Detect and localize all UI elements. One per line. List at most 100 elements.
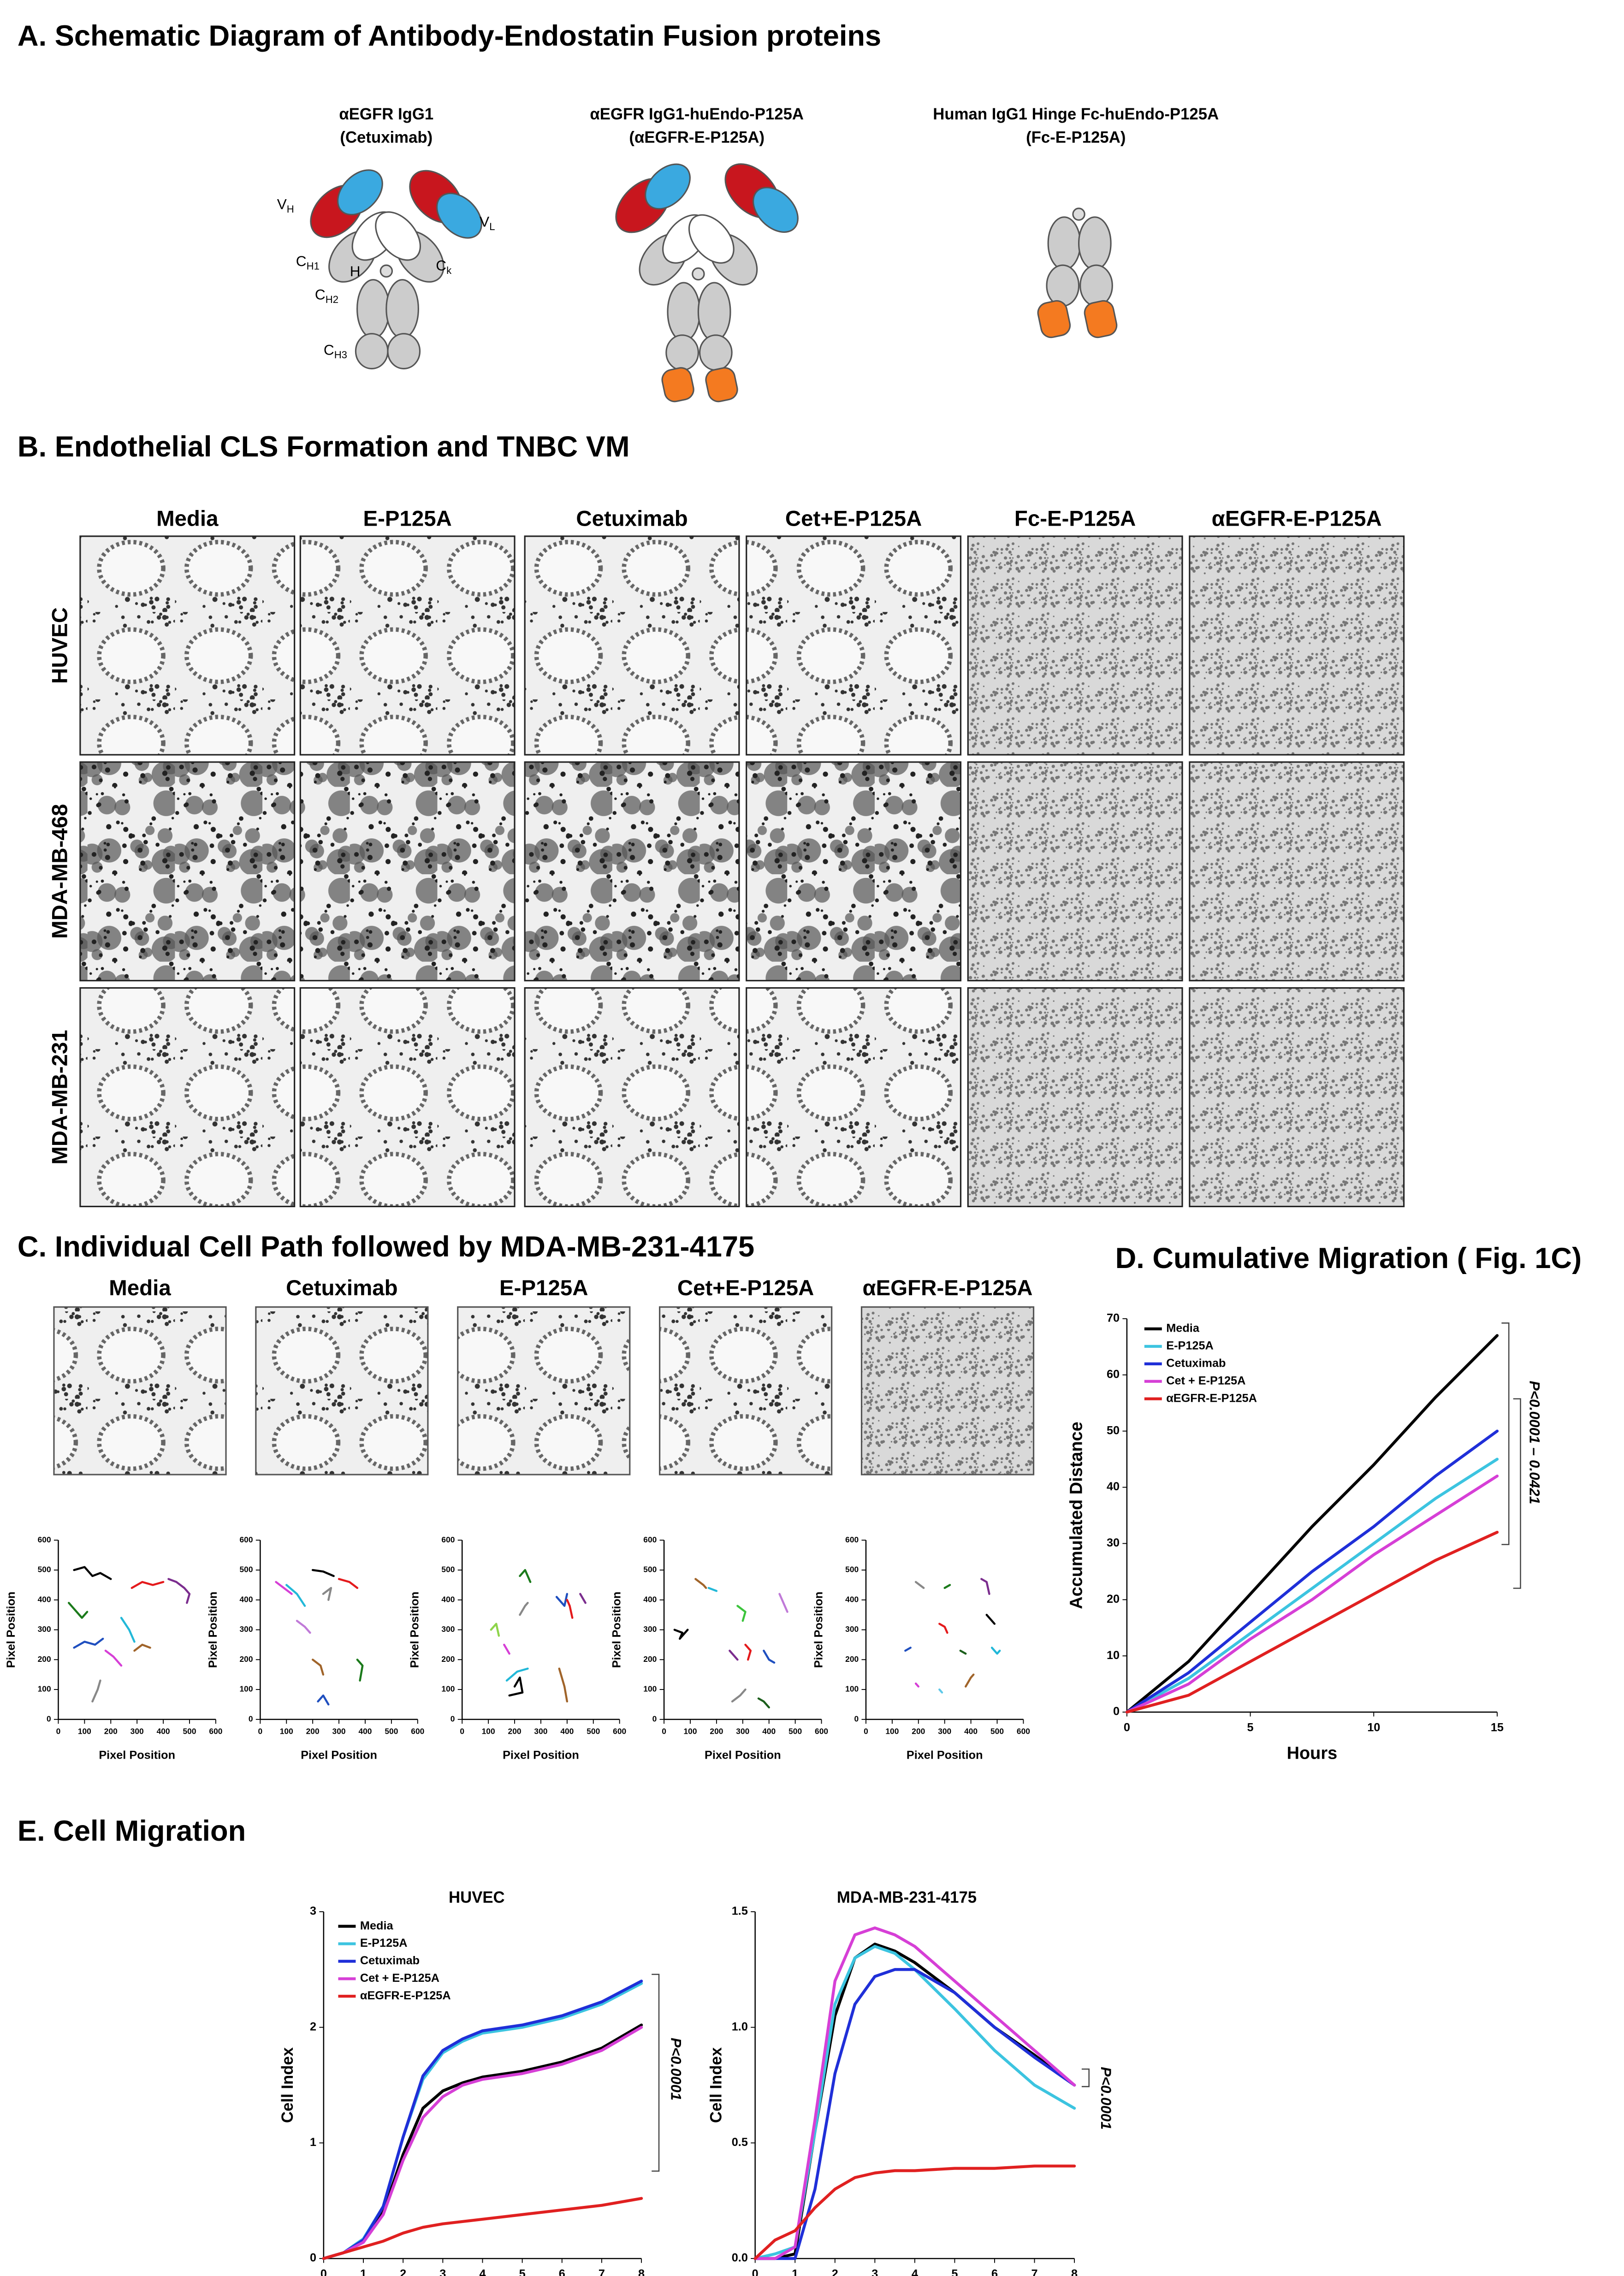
x-tick-label: 0 <box>752 2268 759 2276</box>
x-tick-label: 4 <box>912 2268 918 2276</box>
x-tick-label: 0 <box>320 2268 327 2276</box>
domain <box>1078 216 1112 271</box>
y-tick-label: 0 <box>652 1714 657 1723</box>
legend-label: E-P125A <box>1166 1340 1214 1352</box>
chart: 0 100 200 300 400 500 600 0 100 200 300 400 500 600 Pi… <box>812 1535 1030 1762</box>
x-tick-label: 0 <box>258 1726 263 1736</box>
micrograph <box>457 1306 631 1476</box>
series-line <box>322 1980 643 2260</box>
micrograph <box>79 987 296 1208</box>
x-tick-label: 7 <box>599 2268 605 2276</box>
panel-title: B. Endothelial CLS Formation and TNBC VM <box>18 431 630 463</box>
y-tick-label: 500 <box>240 1565 253 1574</box>
row-label: MDA-MB-231 <box>47 1030 72 1164</box>
series-line <box>490 1623 500 1637</box>
y-axis-label: Accumulated Distance <box>1067 1422 1086 1609</box>
series-line <box>731 1688 747 1703</box>
x-tick-label: 200 <box>104 1726 118 1736</box>
x-tick-label: 0 <box>864 1726 868 1736</box>
domain <box>645 163 691 210</box>
y-tick-label: 10 <box>1107 1649 1120 1662</box>
construct-label: αEGFR IgG1 <box>339 106 433 123</box>
y-tick-label: 50 <box>1107 1424 1120 1437</box>
chart: 0 100 200 300 400 500 600 0 100 200 300 400 500 600 Pi… <box>610 1535 828 1762</box>
y-tick-label: 0.0 <box>732 2252 748 2264</box>
micrograph <box>746 761 962 982</box>
legend-label: Cet + E-P125A <box>1166 1374 1245 1387</box>
series-line <box>73 1637 104 1649</box>
x-tick-label: 200 <box>912 1726 925 1736</box>
domain <box>667 282 701 342</box>
series-line <box>322 1587 332 1601</box>
series-line <box>579 1593 587 1604</box>
chart-title: MDA-MB-231-4175 <box>837 1889 977 1907</box>
y-tick-label: 0.5 <box>732 2136 748 2149</box>
panel-title: A. Schematic Diagram of Antibody-Endosta… <box>18 20 881 52</box>
micrograph <box>524 987 740 1208</box>
endostatin <box>705 367 738 403</box>
y-tick-label: 60 <box>1107 1368 1120 1381</box>
x-axis-label: Hours <box>1287 1744 1338 1763</box>
micrograph <box>659 1306 833 1476</box>
y-tick-label: 200 <box>845 1654 859 1664</box>
legend-label: E-P125A <box>360 1937 408 1950</box>
hinge <box>379 264 393 278</box>
chart: 0 100 200 300 400 500 600 0 100 200 300 400 500 600 Pi… <box>207 1535 424 1762</box>
domain <box>753 187 799 233</box>
micrograph <box>746 535 962 756</box>
y-tick-label: 20 <box>1107 1593 1120 1606</box>
series-line <box>707 1587 718 1592</box>
x-tick-label: 5 <box>1247 1721 1254 1734</box>
series-line <box>753 1926 1076 2260</box>
column-header: E-P125A <box>499 1276 588 1300</box>
domain-main: C <box>315 286 326 303</box>
domain <box>688 214 735 264</box>
y-axis-label: Pixel Position <box>812 1592 825 1668</box>
series-line <box>91 1679 101 1703</box>
x-tick-label: 3 <box>439 2268 446 2276</box>
micrograph <box>524 761 740 982</box>
y-tick-label: 0 <box>47 1714 51 1723</box>
series-line <box>938 1623 948 1634</box>
x-tick-label: 400 <box>560 1726 574 1736</box>
row-label: MDA-MB-468 <box>47 804 72 939</box>
micrograph <box>524 535 740 756</box>
y-axis-label: Cell Index <box>279 2047 296 2123</box>
x-tick-label: 300 <box>736 1726 749 1736</box>
x-tick-label: 200 <box>508 1726 522 1736</box>
series-line <box>322 1982 643 2260</box>
domain <box>1047 216 1081 271</box>
domain-sub: H <box>287 203 294 215</box>
domain-main: V <box>480 213 489 230</box>
series-line <box>1125 1530 1499 1714</box>
y-tick-label: 600 <box>845 1535 859 1544</box>
column-header: Cetuximab <box>576 507 688 531</box>
domain <box>337 169 383 216</box>
construct-label: (αEGFR-E-P125A) <box>629 129 765 146</box>
y-tick-label: 0 <box>854 1714 859 1723</box>
y-tick-label: 300 <box>845 1624 859 1634</box>
series-line <box>311 1659 325 1676</box>
x-tick-label: 400 <box>762 1726 776 1736</box>
panel-title: C. Individual Cell Path followed by MDA-… <box>18 1231 754 1263</box>
endostatin <box>1037 300 1071 338</box>
series-line <box>938 1688 943 1694</box>
x-tick-label: 2 <box>832 2268 838 2276</box>
x-tick-label: 500 <box>183 1726 196 1736</box>
series-line <box>317 1694 330 1706</box>
x-tick-label: 600 <box>209 1726 222 1736</box>
x-tick-label: 500 <box>788 1726 802 1736</box>
y-tick-label: 100 <box>240 1684 253 1694</box>
x-tick-label: 0 <box>460 1726 464 1736</box>
y-tick-label: 0 <box>249 1714 253 1723</box>
x-tick-label: 100 <box>684 1726 697 1736</box>
series-line <box>503 1643 510 1655</box>
y-tick-label: 200 <box>441 1654 455 1664</box>
micrograph <box>1189 535 1405 756</box>
endostatin <box>661 367 694 403</box>
column-header: Media <box>109 1276 171 1300</box>
micrograph-grid: Media E-P125A Cetuximab Cet+E-P125A Fc-E-P12… <box>47 507 1405 1208</box>
series-line <box>311 1569 335 1577</box>
